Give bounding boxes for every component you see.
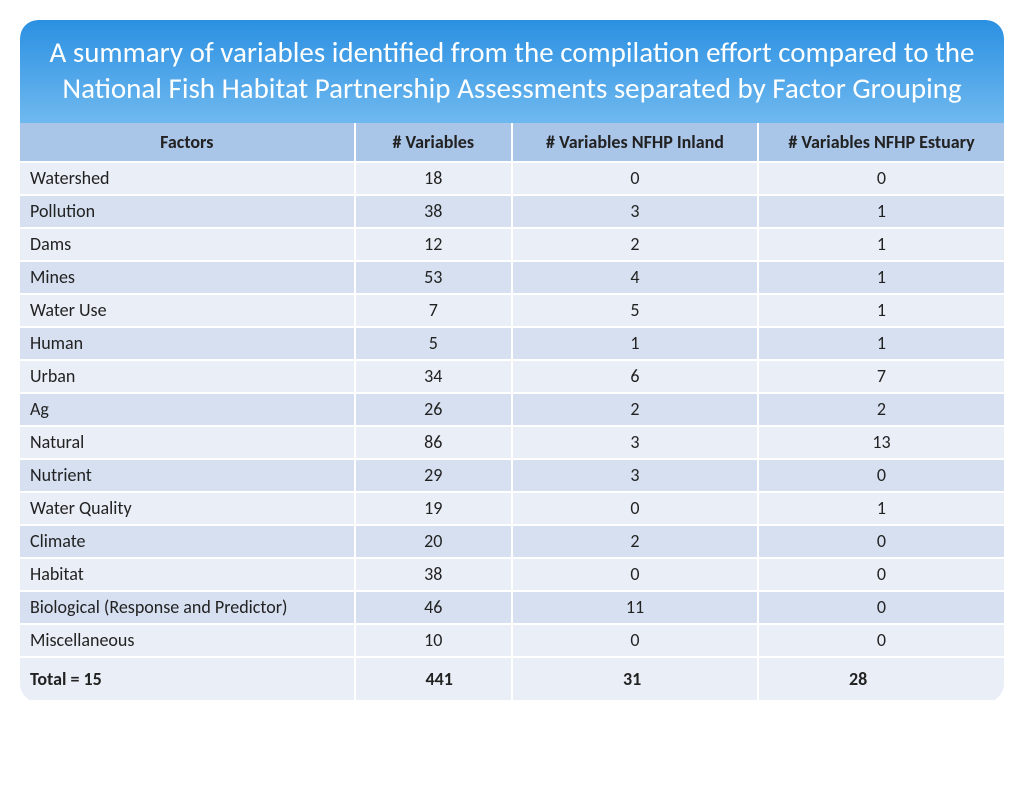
- cell-factor: Miscellaneous: [20, 624, 355, 657]
- cell-estuary: 1: [758, 228, 1004, 261]
- variables-table: Factors # Variables # Variables NFHP Inl…: [20, 123, 1004, 702]
- col-header-estuary: # Variables NFHP Estuary: [758, 123, 1004, 162]
- cell-variables: 26: [355, 393, 512, 426]
- table-row: Ag2622: [20, 393, 1004, 426]
- cell-factor: Water Use: [20, 294, 355, 327]
- table-row: Watershed1800: [20, 162, 1004, 195]
- table-row: Dams1221: [20, 228, 1004, 261]
- col-header-inland: # Variables NFHP Inland: [512, 123, 758, 162]
- table-row: Climate2020: [20, 525, 1004, 558]
- cell-factor: Nutrient: [20, 459, 355, 492]
- cell-factor: Water Quality: [20, 492, 355, 525]
- cell-factor: Pollution: [20, 195, 355, 228]
- col-header-variables: # Variables: [355, 123, 512, 162]
- cell-factor: Climate: [20, 525, 355, 558]
- cell-inland: 6: [512, 360, 758, 393]
- table-row: Nutrient2930: [20, 459, 1004, 492]
- cell-estuary: 0: [758, 558, 1004, 591]
- cell-estuary: 2: [758, 393, 1004, 426]
- cell-estuary: 0: [758, 525, 1004, 558]
- table-row: Human511: [20, 327, 1004, 360]
- cell-inland: 4: [512, 261, 758, 294]
- cell-estuary: 1: [758, 327, 1004, 360]
- cell-variables: 10: [355, 624, 512, 657]
- slide-title: A summary of variables identified from t…: [20, 20, 1004, 123]
- cell-inland: 2: [512, 525, 758, 558]
- cell-inland: 5: [512, 294, 758, 327]
- cell-variables: 53: [355, 261, 512, 294]
- cell-estuary: 1: [758, 195, 1004, 228]
- cell-factor: Biological (Response and Predictor): [20, 591, 355, 624]
- cell-inland: 11: [512, 591, 758, 624]
- col-header-factors: Factors: [20, 123, 355, 162]
- table-row: Mines5341: [20, 261, 1004, 294]
- cell-estuary: 0: [758, 624, 1004, 657]
- cell-factor: Natural: [20, 426, 355, 459]
- cell-estuary: 0: [758, 162, 1004, 195]
- table-row: Pollution3831: [20, 195, 1004, 228]
- cell-estuary: 1: [758, 294, 1004, 327]
- table-row: Water Quality1901: [20, 492, 1004, 525]
- cell-variables: 20: [355, 525, 512, 558]
- cell-inland: 3: [512, 459, 758, 492]
- cell-inland: 0: [512, 558, 758, 591]
- cell-factor: Ag: [20, 393, 355, 426]
- table-header-row: Factors # Variables # Variables NFHP Inl…: [20, 123, 1004, 162]
- cell-factor: Mines: [20, 261, 355, 294]
- cell-inland: 1: [512, 327, 758, 360]
- cell-inland: 3: [512, 195, 758, 228]
- total-estuary: 28: [758, 657, 1004, 701]
- total-label: Total = 15: [20, 657, 355, 701]
- cell-estuary: 0: [758, 591, 1004, 624]
- cell-variables: 38: [355, 195, 512, 228]
- total-variables: 441: [355, 657, 512, 701]
- cell-inland: 0: [512, 162, 758, 195]
- table-row: Urban3467: [20, 360, 1004, 393]
- cell-estuary: 0: [758, 459, 1004, 492]
- table-row: Habitat3800: [20, 558, 1004, 591]
- cell-inland: 3: [512, 426, 758, 459]
- cell-factor: Habitat: [20, 558, 355, 591]
- cell-variables: 46: [355, 591, 512, 624]
- table-row: Miscellaneous1000: [20, 624, 1004, 657]
- cell-inland: 2: [512, 393, 758, 426]
- cell-variables: 34: [355, 360, 512, 393]
- cell-variables: 29: [355, 459, 512, 492]
- cell-variables: 19: [355, 492, 512, 525]
- cell-estuary: 13: [758, 426, 1004, 459]
- cell-variables: 7: [355, 294, 512, 327]
- cell-inland: 0: [512, 624, 758, 657]
- cell-variables: 12: [355, 228, 512, 261]
- cell-factor: Watershed: [20, 162, 355, 195]
- cell-factor: Human: [20, 327, 355, 360]
- cell-variables: 38: [355, 558, 512, 591]
- cell-inland: 0: [512, 492, 758, 525]
- total-inland: 31: [512, 657, 758, 701]
- cell-estuary: 1: [758, 492, 1004, 525]
- cell-estuary: 7: [758, 360, 1004, 393]
- cell-variables: 86: [355, 426, 512, 459]
- table-row: Natural86313: [20, 426, 1004, 459]
- table-row: Water Use751: [20, 294, 1004, 327]
- table-total-row: Total = 154413128: [20, 657, 1004, 701]
- slide-card: A summary of variables identified from t…: [20, 20, 1004, 702]
- cell-variables: 18: [355, 162, 512, 195]
- cell-estuary: 1: [758, 261, 1004, 294]
- cell-variables: 5: [355, 327, 512, 360]
- cell-inland: 2: [512, 228, 758, 261]
- cell-factor: Dams: [20, 228, 355, 261]
- table-row: Biological (Response and Predictor)46110: [20, 591, 1004, 624]
- cell-factor: Urban: [20, 360, 355, 393]
